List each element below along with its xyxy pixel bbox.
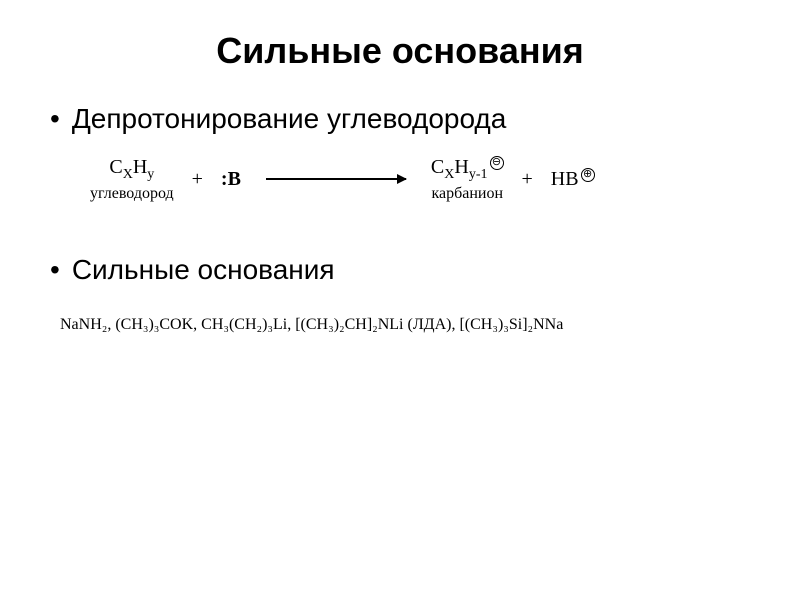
c2-symbol: C [431, 156, 444, 178]
y-sub: y [147, 167, 154, 182]
equation-row: CXHy углеводород + :B CXHy-1⊖ карбанион … [90, 156, 750, 203]
product-carbanion: CXHy-1⊖ карбанион [431, 156, 504, 203]
x2-sub: X [444, 167, 454, 182]
hydrocarbon-label: углеводород [90, 185, 174, 203]
c-symbol: C [109, 156, 122, 178]
bullet-1: • Депротонирование углеводорода [50, 102, 750, 136]
strong-bases-list: NaNH₂, (CH₃)₃COK, CH₃(CH₂)₃Li, [(CH₃)₂CH… [60, 316, 750, 334]
reaction-equation: CXHy углеводород + :B CXHy-1⊖ карбанион … [90, 156, 750, 203]
carbanion-label: карбанион [431, 185, 503, 203]
reaction-arrow [266, 178, 406, 180]
plus-2: + [522, 168, 533, 191]
hb-formula: HB [551, 168, 579, 190]
slide-container: Сильные основания • Депротонирование угл… [0, 0, 800, 600]
neg-charge: ⊖ [490, 156, 504, 170]
bullet-dot-1: • [50, 102, 60, 136]
bullet-text-1: Депротонирование углеводорода [72, 102, 507, 136]
x-sub: X [123, 167, 133, 182]
reactant-hydrocarbon: CXHy углеводород [90, 156, 174, 203]
h-symbol: H [133, 156, 147, 178]
y1-sub: y-1 [469, 167, 488, 182]
hydrocarbon-formula: CXHy [109, 156, 154, 183]
slide-title: Сильные основания [50, 30, 750, 72]
pos-charge: ⊕ [581, 168, 595, 182]
product-hb: HB⊕ [551, 168, 595, 191]
bullet-2: • Сильные основания [50, 253, 750, 287]
plus-1: + [192, 168, 203, 191]
base-symbol: :B [221, 168, 241, 191]
bullet-dot-2: • [50, 253, 60, 287]
carbanion-formula: CXHy-1⊖ [431, 156, 504, 183]
h2-symbol: H [454, 156, 468, 178]
bullet-text-2: Сильные основания [72, 253, 335, 287]
